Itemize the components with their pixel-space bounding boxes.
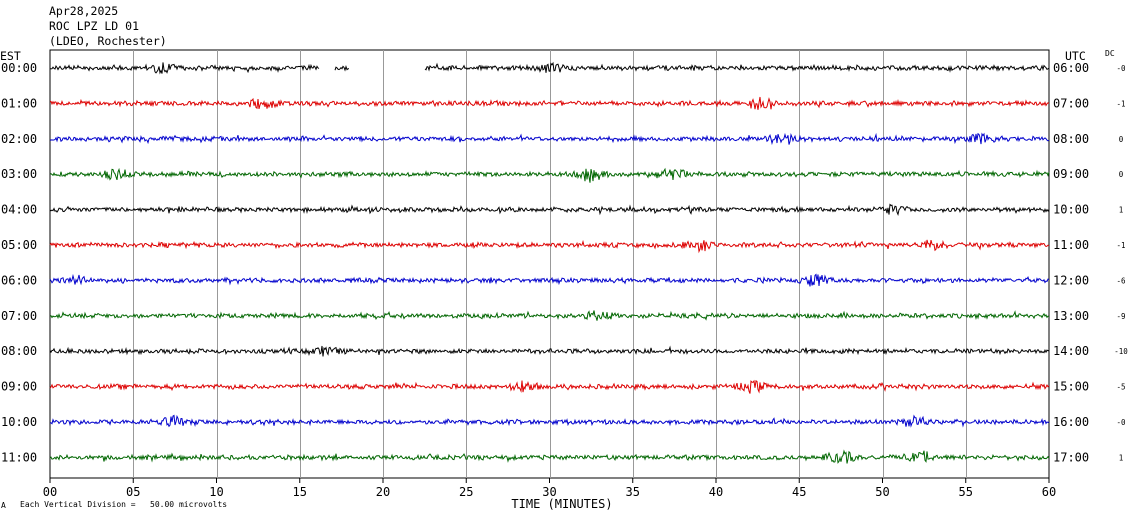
trace-line (49, 310, 1050, 321)
utc-label: UTC (1065, 49, 1086, 63)
utc-time-label: 08:00 (1053, 132, 1089, 146)
local-time-label: 06:00 (1, 273, 37, 287)
x-tick-label: 50 (875, 485, 889, 499)
dc-offset-label: -9 (1116, 312, 1125, 321)
utc-time-label: 09:00 (1053, 167, 1089, 181)
utc-time-label: 16:00 (1053, 415, 1089, 429)
dc-header: DC (1105, 49, 1115, 58)
local-time-label: 03:00 (1, 167, 37, 181)
plot-frame (49, 49, 1050, 479)
utc-time-label: 13:00 (1053, 309, 1089, 323)
dc-offset-label: -1 (1116, 99, 1125, 108)
utc-time-label: 14:00 (1053, 344, 1089, 358)
trace-line (49, 345, 1050, 357)
dc-offset-label: -5 (1116, 383, 1125, 392)
utc-time-label: 07:00 (1053, 96, 1089, 110)
x-tick-label: 05 (126, 485, 140, 499)
footer-mark: A (1, 501, 6, 510)
local-time-label: 07:00 (1, 309, 37, 323)
row-labels: 00:00 06:00 -0 01:00 07:00 -1 02:00 08:00 0 03:00… (1, 61, 1128, 464)
x-tick-label: 40 (709, 485, 723, 499)
local-time-label: 00:00 (1, 61, 37, 75)
x-axis-ticks: 00 05 10 15 20 25 30 35 40 45 50 55 60 (43, 478, 1056, 499)
trace-line (49, 203, 1050, 217)
x-tick-label: 00 (43, 485, 57, 499)
grid (49, 49, 1050, 479)
dc-offset-label: -1 (1116, 241, 1125, 250)
utc-time-label: 11:00 (1053, 238, 1089, 252)
trace-line (49, 132, 1050, 146)
x-axis-label: TIME (MINUTES) (511, 497, 612, 511)
dc-offset-label: -6 (1116, 276, 1126, 285)
dc-offset-label: -0 (1116, 418, 1126, 427)
utc-time-label: 06:00 (1053, 61, 1089, 75)
est-label: EST (0, 49, 21, 63)
local-time-label: 08:00 (1, 344, 37, 358)
trace-line (49, 61, 1050, 75)
station-label: ROC LPZ LD 01 (49, 19, 140, 33)
x-tick-label: 10 (209, 485, 223, 499)
x-tick-label: 55 (959, 485, 973, 499)
vertical-division-note: Each Vertical Division = 50.00 microvolt… (20, 500, 228, 509)
trace-line (49, 239, 1050, 254)
local-time-label: 02:00 (1, 132, 37, 146)
dc-offset-label: 1 (1119, 453, 1124, 462)
dc-offset-label: 0 (1119, 170, 1124, 179)
x-tick-label: 45 (792, 485, 806, 499)
dc-offset-label: 0 (1119, 135, 1124, 144)
trace-line (49, 379, 1050, 394)
dc-offset-label: 1 (1119, 206, 1124, 215)
trace-line (49, 167, 1050, 183)
local-time-label: 04:00 (1, 203, 37, 217)
trace-line (49, 449, 1050, 464)
traces (49, 61, 1050, 464)
x-tick-label: 15 (293, 485, 307, 499)
dc-offset-label: -10 (1114, 347, 1128, 356)
x-tick-label: 35 (626, 485, 640, 499)
local-time-label: 09:00 (1, 380, 37, 394)
utc-time-label: 12:00 (1053, 273, 1089, 287)
date-label: Apr28,2025 (49, 4, 119, 18)
local-time-label: 10:00 (1, 415, 37, 429)
local-time-label: 01:00 (1, 96, 37, 110)
local-time-label: 11:00 (1, 450, 37, 464)
network-label: (LDEO, Rochester) (49, 34, 167, 48)
local-time-label: 05:00 (1, 238, 37, 252)
utc-time-label: 10:00 (1053, 203, 1089, 217)
trace-line (49, 273, 1050, 287)
trace-line (49, 96, 1050, 110)
x-tick-label: 30 (542, 485, 556, 499)
trace-line (49, 414, 1050, 428)
dc-offset-label: -0 (1116, 64, 1126, 73)
x-tick-label: 20 (376, 485, 390, 499)
utc-time-label: 15:00 (1053, 380, 1089, 394)
x-tick-label: 25 (459, 485, 473, 499)
x-tick-label: 60 (1042, 485, 1056, 499)
utc-time-label: 17:00 (1053, 450, 1089, 464)
